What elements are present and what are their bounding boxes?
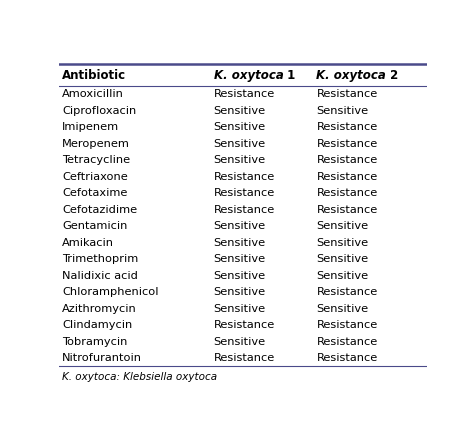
Text: Resistance: Resistance	[316, 188, 378, 198]
Text: Resistance: Resistance	[316, 320, 378, 330]
Text: Resistance: Resistance	[213, 320, 275, 330]
Text: Sensitive: Sensitive	[213, 139, 265, 149]
Text: K. oxytoca: K. oxytoca	[316, 69, 386, 82]
Text: Resistance: Resistance	[316, 287, 378, 297]
Text: Resistance: Resistance	[316, 139, 378, 149]
Text: Sensitive: Sensitive	[213, 155, 265, 165]
Text: Sensitive: Sensitive	[213, 287, 265, 297]
Text: Chloramphenicol: Chloramphenicol	[62, 287, 159, 297]
Text: Sensitive: Sensitive	[213, 106, 265, 116]
Text: Sensitive: Sensitive	[213, 271, 265, 281]
Text: K. oxytoca: Klebsiella oxytoca: K. oxytoca: Klebsiella oxytoca	[62, 372, 217, 382]
Text: Ciprofloxacin: Ciprofloxacin	[62, 106, 137, 116]
Text: 1: 1	[283, 69, 295, 82]
Text: Sensitive: Sensitive	[316, 254, 368, 264]
Text: Sensitive: Sensitive	[316, 238, 368, 248]
Text: Resistance: Resistance	[316, 172, 378, 182]
Text: Resistance: Resistance	[316, 205, 378, 215]
Text: Sensitive: Sensitive	[213, 304, 265, 314]
Text: Cefotaxime: Cefotaxime	[62, 188, 128, 198]
Text: Tobramycin: Tobramycin	[62, 336, 128, 347]
Text: Clindamycin: Clindamycin	[62, 320, 132, 330]
Text: Amoxicillin: Amoxicillin	[62, 89, 124, 99]
Text: Resistance: Resistance	[316, 89, 378, 99]
Text: Nitrofurantoin: Nitrofurantoin	[62, 353, 142, 363]
Text: Sensitive: Sensitive	[316, 271, 368, 281]
Text: 2: 2	[386, 69, 398, 82]
Text: Ceftriaxone: Ceftriaxone	[62, 172, 128, 182]
Text: Sensitive: Sensitive	[213, 254, 265, 264]
Text: K. oxytoca: K. oxytoca	[213, 69, 283, 82]
Text: Sensitive: Sensitive	[316, 221, 368, 231]
Text: Amikacin: Amikacin	[62, 238, 114, 248]
Text: Resistance: Resistance	[213, 89, 275, 99]
Text: Resistance: Resistance	[213, 353, 275, 363]
Text: Gentamicin: Gentamicin	[62, 221, 128, 231]
Text: Resistance: Resistance	[213, 188, 275, 198]
Text: Resistance: Resistance	[316, 353, 378, 363]
Text: Resistance: Resistance	[316, 122, 378, 132]
Text: Resistance: Resistance	[316, 336, 378, 347]
Text: Sensitive: Sensitive	[213, 221, 265, 231]
Text: Sensitive: Sensitive	[213, 336, 265, 347]
Text: Trimethoprim: Trimethoprim	[62, 254, 138, 264]
Text: Cefotazidime: Cefotazidime	[62, 205, 137, 215]
Text: Sensitive: Sensitive	[213, 122, 265, 132]
Text: Imipenem: Imipenem	[62, 122, 119, 132]
Text: Nalidixic acid: Nalidixic acid	[62, 271, 138, 281]
Text: Tetracycline: Tetracycline	[62, 155, 130, 165]
Text: Sensitive: Sensitive	[316, 304, 368, 314]
Text: Resistance: Resistance	[316, 155, 378, 165]
Text: Antibiotic: Antibiotic	[62, 69, 126, 82]
Text: Sensitive: Sensitive	[316, 106, 368, 116]
Text: Sensitive: Sensitive	[213, 238, 265, 248]
Text: Resistance: Resistance	[213, 172, 275, 182]
Text: Azithromycin: Azithromycin	[62, 304, 137, 314]
Text: Resistance: Resistance	[213, 205, 275, 215]
Text: Meropenem: Meropenem	[62, 139, 130, 149]
